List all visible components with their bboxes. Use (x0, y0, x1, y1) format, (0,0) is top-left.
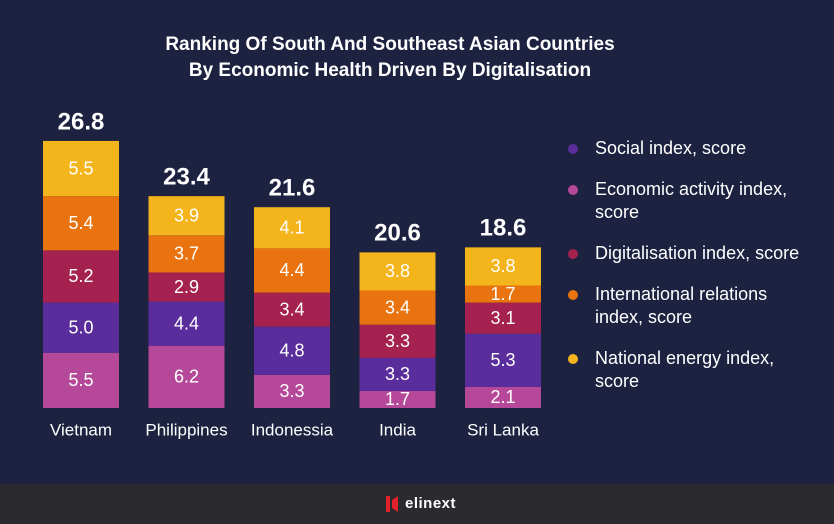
brand: elinext (405, 495, 457, 512)
value-label: 3.3 (385, 364, 410, 384)
legend-label: International relations index, score (595, 284, 768, 327)
legend-marker (568, 249, 578, 259)
value-label: 5.0 (68, 317, 93, 337)
bar-segment (359, 357, 436, 391)
legend-item: Digitalisation index, score (568, 242, 805, 265)
value-label: 4.4 (174, 313, 199, 333)
value-label: 5.3 (490, 350, 515, 370)
value-label: 5.2 (68, 266, 93, 286)
bar-segment (254, 292, 330, 327)
value-label: 3.7 (174, 244, 199, 264)
logo (386, 496, 398, 512)
legend-marker (568, 354, 578, 364)
bar-segment (465, 333, 541, 387)
value-label: 3.8 (490, 256, 515, 276)
legend-item: National energy index, score (568, 347, 805, 393)
value-label: 1.7 (490, 284, 515, 304)
value-label: 2.9 (174, 277, 199, 297)
value-label: 5.5 (68, 370, 93, 390)
chart: 5.5 5.0 5.2 5.4 5.5 26.8 Vietnam 6.2 4.4 2.9 3.7 3.… (43, 108, 541, 439)
footer: elinext (0, 484, 834, 524)
legend: Social index, score Economic activity ind… (568, 137, 808, 411)
total-label: 18.6 (480, 215, 527, 242)
legend-marker (568, 290, 578, 300)
legend-item: Economic activity index, score (568, 178, 805, 224)
bar-segment (43, 352, 119, 408)
value-label: 6.2 (174, 367, 199, 387)
value-label: 2.1 (490, 387, 515, 407)
value-label: 3.9 (174, 205, 199, 225)
bar-segment (43, 196, 119, 251)
bar-segment (148, 345, 225, 408)
value-label: 5.4 (68, 213, 93, 233)
chart-title: Ranking Of South And Southeast Asian Cou… (165, 34, 615, 81)
legend-marker (568, 144, 578, 154)
value-label: 4.1 (279, 218, 304, 238)
bar-segment (43, 250, 119, 303)
legend-label: Economic activity index, score (595, 179, 788, 222)
value-label: 1.7 (385, 389, 410, 409)
value-label: 5.5 (68, 158, 93, 178)
bar-segment (43, 302, 119, 353)
legend-item: Social index, score (568, 137, 805, 160)
x-tick-label: Philippines (145, 420, 227, 439)
bar-segment (254, 374, 330, 408)
bar-segment (359, 290, 436, 325)
legend-label: National energy index, score (595, 348, 775, 391)
bar-segment (465, 386, 541, 408)
bar-segment (148, 301, 225, 346)
bar-segment (254, 207, 330, 249)
value-label: 3.8 (385, 261, 410, 281)
bar-segment (465, 285, 541, 303)
value-label: 3.1 (490, 308, 515, 328)
bar-segment (359, 252, 436, 291)
bar-segment (43, 140, 119, 197)
value-label: 4.4 (279, 260, 304, 280)
value-label: 3.3 (385, 331, 410, 351)
bar-segment (254, 248, 330, 293)
legend-marker (568, 185, 578, 195)
value-label: 3.4 (385, 297, 410, 317)
legend-label: Social index, score (595, 138, 747, 158)
bar-segment (359, 390, 436, 408)
legend-item: International relations index, score (568, 283, 805, 329)
bar-segment (359, 324, 436, 358)
x-tick-label: India (379, 420, 416, 439)
bar-segment (254, 326, 330, 375)
x-tick-label: Sri Lanka (467, 420, 539, 439)
bar-segment (148, 272, 225, 302)
value-label: 3.3 (279, 381, 304, 401)
total-label: 26.8 (58, 108, 105, 135)
x-tick-label: Vietnam (50, 420, 112, 439)
value-label: 3.4 (279, 299, 304, 319)
total-label: 23.4 (163, 163, 210, 190)
legend-label: Digitalisation index, score (595, 243, 800, 263)
bar-segment (148, 235, 225, 273)
bar-segment (148, 196, 225, 236)
bar-segment (465, 302, 541, 334)
total-label: 20.6 (374, 220, 421, 247)
bar-segment (465, 247, 541, 286)
x-tick-label: Indonessia (251, 420, 334, 439)
total-label: 21.6 (269, 175, 316, 202)
value-label: 4.8 (279, 341, 304, 361)
